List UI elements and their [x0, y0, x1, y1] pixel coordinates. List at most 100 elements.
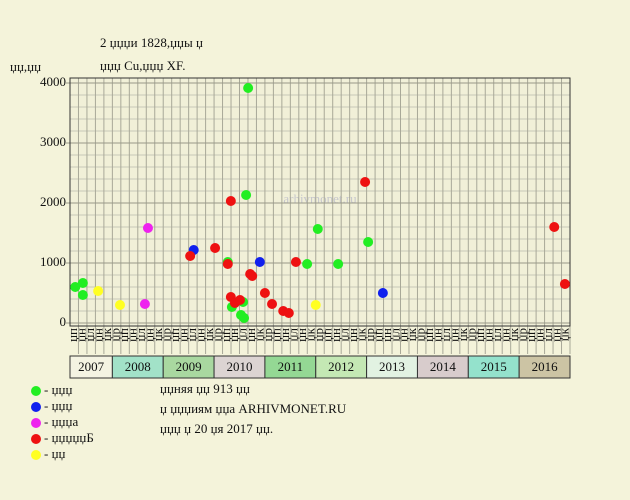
y-tick-label: 4000	[40, 74, 66, 89]
x-tick-label: џл	[184, 327, 199, 341]
x-tick-label: џн	[430, 328, 445, 342]
x-tick-label: џн	[497, 328, 512, 342]
x-tick-label: џк	[201, 327, 216, 341]
x-tick-label: џн	[91, 328, 106, 342]
x-tick-label: џп	[116, 328, 131, 342]
x-tick-label: џл	[133, 327, 148, 341]
x-tick-label: џр	[158, 328, 173, 341]
x-tick-label: џр	[260, 328, 275, 341]
data-point	[333, 259, 344, 270]
note: џ џџџиям џџа ARHIVMONET.RU	[160, 401, 347, 416]
data-point	[142, 223, 153, 234]
year-label: 2010	[226, 359, 252, 374]
x-tick-label: џп	[65, 328, 80, 342]
x-tick-label: џп	[472, 328, 487, 342]
x-tick-label: џн	[192, 328, 207, 342]
x-tick-label: џп	[319, 328, 334, 342]
note: џџняя џџ 913 џџ	[160, 381, 250, 396]
year-label: 2012	[328, 359, 354, 374]
x-tick-label: џн	[74, 328, 89, 342]
chart-subtitle: џџџ Cu,џџџ XF.	[100, 58, 186, 73]
data-point	[363, 237, 374, 247]
watermark: arhivmonet.ru	[283, 191, 357, 206]
year-label: 2009	[176, 359, 202, 374]
legend-marker	[31, 434, 41, 444]
x-tick-label: џл	[438, 327, 453, 341]
data-point	[77, 277, 88, 288]
x-tick-label: џп	[421, 328, 436, 342]
x-tick-label: џк	[353, 327, 368, 341]
chart-title: 2 џџџи 1828,џџы џ	[100, 35, 203, 50]
x-tick-label: џк	[506, 327, 521, 341]
data-point	[93, 286, 104, 297]
x-tick-label: џк	[150, 327, 165, 341]
x-tick-label: џн	[480, 328, 495, 342]
x-tick-label: џн	[531, 328, 546, 342]
x-tick-label: џл	[387, 327, 402, 341]
year-label: 2007	[78, 359, 105, 374]
x-tick-label: џн	[243, 328, 258, 342]
x-tick-label: џр	[209, 328, 224, 341]
legend-label: - џџџ	[44, 398, 72, 413]
data-point	[549, 222, 560, 232]
data-point	[222, 259, 233, 270]
y-tick-label: 3000	[40, 134, 66, 149]
x-tick-label: џн	[548, 328, 563, 342]
x-tick-label: џк	[557, 327, 572, 341]
legend-label: - џџџа	[44, 414, 78, 429]
legend-marker	[31, 386, 41, 396]
x-tick-label: џк	[455, 327, 470, 341]
data-point	[247, 271, 258, 282]
year-label: 2013	[379, 359, 405, 374]
data-point	[241, 190, 252, 201]
x-tick-label: џл	[336, 327, 351, 341]
x-tick-label: џн	[447, 328, 462, 342]
y-tick-label: 2000	[40, 194, 66, 209]
data-point	[243, 82, 254, 93]
data-point	[310, 300, 321, 310]
x-tick-label: џр	[514, 328, 529, 341]
data-point	[225, 196, 236, 207]
data-point	[559, 279, 570, 289]
x-tick-label: џк	[404, 327, 419, 341]
legend-marker	[31, 450, 41, 460]
data-point	[114, 300, 125, 310]
data-point	[377, 288, 388, 298]
x-tick-label: џп	[523, 328, 538, 342]
x-tick-label: џн	[141, 328, 156, 342]
data-point	[283, 307, 294, 318]
x-tick-label: џр	[108, 328, 123, 341]
x-tick-label: џк	[99, 327, 114, 341]
data-point	[360, 177, 371, 187]
x-tick-label: џр	[464, 328, 479, 341]
x-tick-label: џн	[328, 328, 343, 342]
data-point	[267, 298, 278, 309]
data-point	[210, 243, 221, 253]
data-point	[290, 256, 301, 267]
x-tick-label: џл	[235, 327, 250, 341]
x-tick-label: џн	[277, 328, 292, 342]
data-point	[185, 250, 196, 261]
data-point	[70, 282, 81, 292]
x-tick-label: џл	[286, 327, 301, 341]
x-tick-label: џп	[218, 328, 233, 342]
legend-marker	[31, 402, 41, 412]
x-tick-label: џн	[175, 328, 190, 342]
year-label: 2008	[125, 359, 151, 374]
y-tick-label: 0	[60, 314, 67, 329]
note: џџџ џ 20 џя 2017 џџ.	[160, 421, 273, 436]
x-tick-label: џр	[413, 328, 428, 341]
x-tick-label: џл	[489, 327, 504, 341]
data-point	[234, 295, 245, 306]
legend-label: - џџ	[44, 446, 66, 461]
plot-frame	[69, 77, 571, 327]
x-tick-label: џл	[82, 327, 97, 341]
x-tick-label: џн	[125, 328, 140, 342]
x-tick-label: џн	[345, 328, 360, 342]
x-tick-label: џн	[396, 328, 411, 342]
y-axis-label: џџ,џџ	[10, 59, 41, 74]
x-tick-label: џн	[294, 328, 309, 342]
legend-label: - џџџџџБ	[44, 430, 94, 445]
x-tick-label: џр	[311, 328, 326, 341]
